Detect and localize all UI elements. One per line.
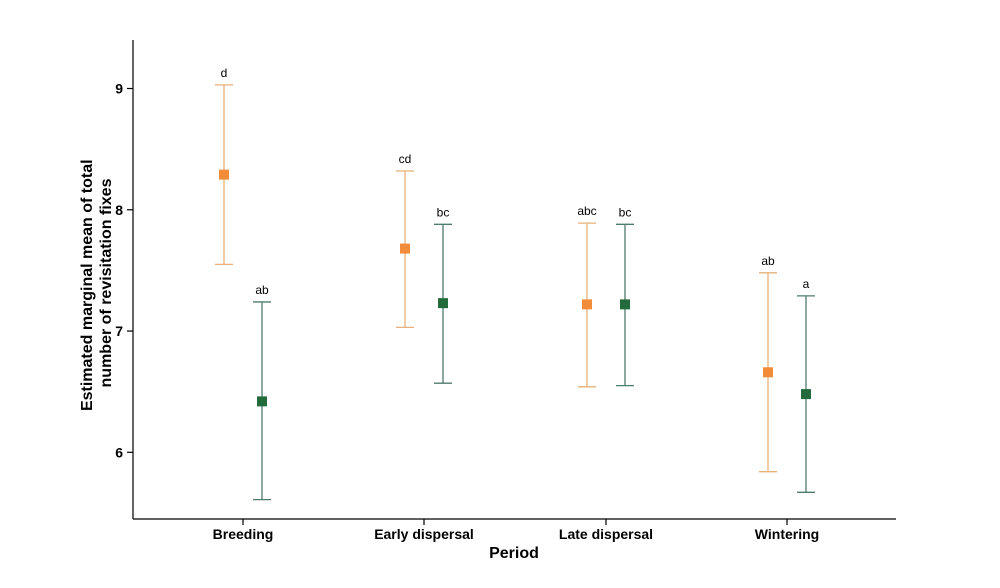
significance-letter: bc xyxy=(619,205,632,219)
y-axis-title: Estimated marginal mean of total number … xyxy=(79,155,115,411)
data-point xyxy=(219,169,229,180)
y-axis-title-line-2: number of revisitation fixes xyxy=(98,178,115,387)
data-point xyxy=(801,389,811,400)
y-axis-title-line-1: Estimated marginal mean of total xyxy=(79,159,96,411)
data-point-group: a xyxy=(797,277,815,493)
y-tick-label: 8 xyxy=(115,202,123,218)
x-ticks: Breeding Early dispersal Late dispersal Win… xyxy=(213,519,819,542)
data-point xyxy=(620,299,630,310)
data-point-group: abc xyxy=(577,204,597,388)
data-point-group: bc xyxy=(434,205,452,384)
data-point-group: d xyxy=(215,66,233,265)
data-point-group: ab xyxy=(253,283,271,501)
significance-letter: a xyxy=(803,277,810,291)
data-point xyxy=(257,396,267,407)
data-marks: d cd abc ab ab bc bc a xyxy=(215,66,815,501)
significance-letter: d xyxy=(221,66,228,80)
x-tick-label: Early dispersal xyxy=(374,526,474,542)
data-point xyxy=(400,243,410,254)
significance-letter: cd xyxy=(399,152,412,166)
significance-letter: ab xyxy=(761,254,775,268)
axes xyxy=(132,40,896,520)
y-tick-label: 9 xyxy=(115,81,123,97)
y-tick-label: 6 xyxy=(115,444,123,460)
significance-letter: abc xyxy=(577,204,596,218)
significance-letter: bc xyxy=(437,205,450,219)
y-tick-label: 7 xyxy=(115,323,123,339)
x-tick-label: Wintering xyxy=(755,526,819,542)
data-point xyxy=(582,299,592,310)
significance-letter: ab xyxy=(255,283,269,297)
data-point xyxy=(438,298,448,309)
y-ticks: 6 7 8 9 xyxy=(115,81,133,460)
x-axis-title: Period xyxy=(489,545,539,562)
data-point-group: ab xyxy=(759,254,777,473)
data-point-group: cd xyxy=(396,152,414,329)
data-point-group: bc xyxy=(616,205,634,387)
x-tick-label: Breeding xyxy=(213,526,274,542)
x-tick-label: Late dispersal xyxy=(559,526,653,542)
data-point xyxy=(763,367,773,378)
